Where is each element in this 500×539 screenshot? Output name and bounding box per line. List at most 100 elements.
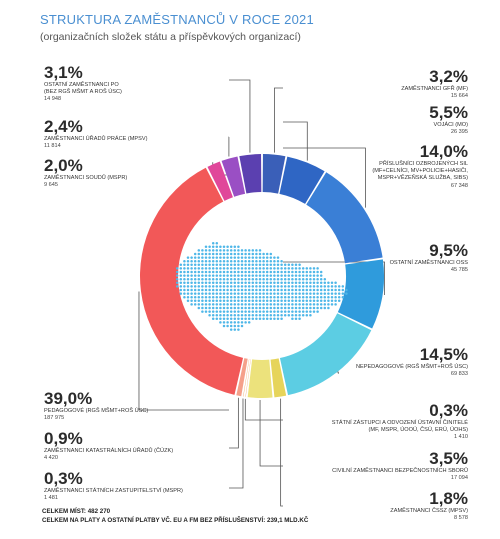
label-category: PŘÍSLUŠNÍCI OZBROJENÝCH SIL (MF+CELNÍCI,…: [372, 161, 468, 182]
map-dot: [312, 285, 316, 288]
map-dot: [262, 252, 265, 256]
map-dot: [262, 285, 265, 288]
map-dot: [211, 313, 215, 317]
map-dot: [251, 263, 255, 267]
map-dot: [298, 303, 301, 306]
map-dot: [201, 274, 204, 277]
map-dot: [341, 285, 345, 288]
map-dot: [233, 259, 237, 263]
map-dot: [323, 292, 327, 295]
map-dot: [193, 288, 197, 292]
leader-sily: [283, 147, 366, 208]
map-dot: [186, 295, 190, 299]
map-dot: [316, 267, 319, 270]
map-dot: [294, 295, 298, 299]
map-dot: [211, 241, 215, 245]
leader-katastr: [229, 397, 239, 449]
map-dot: [222, 263, 226, 267]
map-dot: [258, 256, 262, 259]
map-dot: [291, 313, 294, 317]
map-dot: [233, 303, 237, 306]
map-dot: [237, 285, 240, 288]
map-dot: [222, 313, 226, 317]
map-dot: [226, 313, 229, 317]
map-dot: [233, 317, 237, 321]
map-dot: [186, 299, 190, 303]
map-dot: [247, 267, 251, 270]
map-dot: [244, 288, 247, 292]
map-dot: [219, 285, 222, 288]
map-dot: [273, 295, 276, 299]
map-dot: [327, 295, 330, 299]
map-dot: [265, 303, 269, 306]
map-dot: [208, 303, 211, 306]
map-dot: [255, 270, 258, 274]
map-dot: [316, 295, 319, 299]
map-dot: [265, 259, 269, 263]
map-dot: [201, 259, 204, 263]
map-dot: [215, 295, 219, 299]
map-dot: [247, 277, 251, 281]
map-dot: [204, 277, 208, 281]
map-dot: [197, 267, 201, 270]
map-dot: [219, 245, 222, 249]
map-dot: [276, 310, 280, 313]
map-dot: [215, 252, 219, 256]
map-dot: [226, 277, 229, 281]
map-dot: [258, 303, 262, 306]
map-dot: [312, 299, 316, 303]
map-dot: [280, 288, 283, 292]
map-dot: [226, 310, 229, 313]
map-dot: [312, 288, 316, 292]
map-dot: [262, 259, 265, 263]
map-dot: [240, 285, 244, 288]
map-dot: [255, 310, 258, 313]
map-dot: [229, 295, 233, 299]
map-dot: [251, 285, 255, 288]
map-dot: [237, 303, 240, 306]
map-dot: [330, 288, 334, 292]
map-dot: [204, 274, 208, 277]
map-dot: [183, 295, 186, 299]
map-dot: [219, 252, 222, 256]
map-dot: [334, 295, 337, 299]
map-dot: [283, 277, 287, 281]
map-dot: [204, 245, 208, 249]
map-dot: [190, 274, 193, 277]
map-dot: [197, 249, 201, 252]
slice-po: [239, 154, 262, 194]
map-dot: [309, 288, 312, 292]
map-dot: [222, 252, 226, 256]
map-dot: [251, 281, 255, 285]
map-dot: [186, 277, 190, 281]
map-dot: [240, 292, 244, 295]
map-dot: [262, 274, 265, 277]
map-dot: [226, 299, 229, 303]
map-dot: [179, 281, 183, 285]
map-dot: [280, 285, 283, 288]
map-dot: [301, 310, 305, 313]
map-dot: [215, 256, 219, 259]
leader-zast: [229, 398, 244, 489]
map-dot: [305, 285, 309, 288]
map-dot: [251, 306, 255, 310]
map-dot: [305, 274, 309, 277]
map-dot: [190, 292, 193, 295]
leader-po: [229, 79, 251, 153]
label-count: 187 975: [44, 415, 65, 422]
map-dot: [258, 285, 262, 288]
map-dot: [301, 295, 305, 299]
map-dot: [219, 274, 222, 277]
map-dot: [265, 299, 269, 303]
map-dot: [287, 270, 291, 274]
map-dot: [240, 317, 244, 321]
map-dot: [251, 292, 255, 295]
map-dot: [283, 299, 287, 303]
map-dot: [305, 295, 309, 299]
map-dot: [237, 292, 240, 295]
map-dot: [197, 270, 201, 274]
map-dot: [323, 277, 327, 281]
map-dot: [186, 281, 190, 285]
map-dot: [258, 274, 262, 277]
map-dot: [183, 285, 186, 288]
